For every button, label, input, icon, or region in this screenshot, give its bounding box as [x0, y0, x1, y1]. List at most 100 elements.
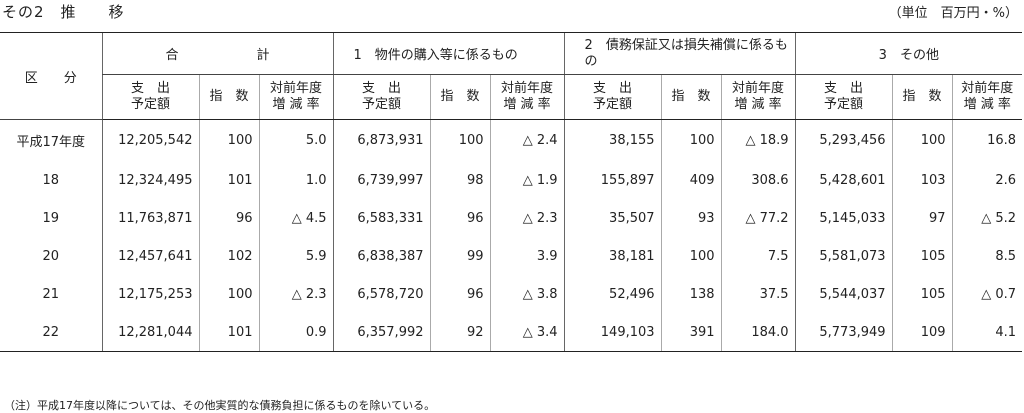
table-cell: △ 3.8: [489, 275, 565, 313]
table-cell: 391: [660, 313, 722, 352]
row-year: 21: [42, 286, 60, 302]
table-cell: 92: [429, 313, 491, 352]
table-cell: △ 2.3: [258, 275, 334, 313]
table-cell: 98: [429, 161, 491, 199]
table-cell: 155,897: [563, 161, 662, 199]
table-cell: 16.8: [951, 119, 1023, 161]
table-cell: 100: [891, 119, 953, 161]
table-cell: △ 3.4: [489, 313, 565, 352]
table-cell: 100: [660, 119, 722, 161]
table-cell: △ 18.9: [720, 119, 796, 161]
section-title: その2 推 移: [2, 3, 125, 21]
budget-transition-table: 区 分 合 計 1 物件の購入等に係るもの 2 債務保証又は損失補償に係るもの …: [0, 32, 1023, 352]
table-cell: 100: [198, 275, 259, 313]
header-group-other: 3 その他: [794, 32, 1023, 75]
table-cell: 6,873,931: [332, 119, 431, 161]
table-cell: 149,103: [563, 313, 662, 352]
table-cell: △ 77.2: [720, 199, 796, 237]
table-cell: 35,507: [563, 199, 662, 237]
table-cell: 2.6: [951, 161, 1023, 199]
table-cell: 100: [429, 119, 491, 161]
table-cell: 6,583,331: [332, 199, 431, 237]
header-amount: 支 出予定額: [563, 74, 662, 120]
row-year: 平成17年度: [16, 135, 86, 150]
table-cell: 5,544,037: [794, 275, 893, 313]
header-kubun: 区 分: [0, 32, 102, 120]
table-cell: 100: [660, 237, 722, 275]
table-cell: 5,773,949: [794, 313, 893, 352]
table-row: 21 12,175,253 100 △ 2.3 6,578,720 96 △ 3.8 52,4…: [0, 275, 1023, 313]
table-cell: 109: [891, 313, 953, 352]
table-cell: 11,763,871: [101, 199, 199, 237]
row-year: 22: [0, 313, 102, 352]
table-cell: 308.6: [720, 161, 796, 199]
header-group-purchase: 1 物件の購入等に係るもの: [332, 32, 565, 75]
table-cell: 96: [429, 275, 491, 313]
table-cell: 138: [660, 275, 722, 313]
table-cell: 93: [660, 199, 722, 237]
table-cell: 5.0: [258, 119, 334, 161]
table-cell: 102: [198, 237, 259, 275]
table-row: 平成17年度 12,205,542 100 5.0 6,873,931 100 △ 2.4 3…: [0, 119, 1023, 161]
row-year: 20: [42, 248, 60, 264]
table-cell: 1.0: [258, 161, 334, 199]
table-cell: 3.9: [489, 237, 565, 275]
header-index: 指 数: [429, 74, 491, 120]
header-amount: 支 出予定額: [794, 74, 893, 120]
header-group-total: 合 計: [101, 32, 334, 75]
header-group-guarantee: 2 債務保証又は損失補償に係るもの: [563, 32, 796, 75]
table-cell: 184.0: [720, 313, 796, 352]
footnote: （注）平成17年度以降については、その他実質的な債務負担に係るものを除いている。: [4, 399, 436, 412]
table-cell: 99: [429, 237, 491, 275]
table-cell: 6,739,997: [332, 161, 431, 199]
header-row-groups: 区 分 合 計 1 物件の購入等に係るもの 2 債務保証又は損失補償に係るもの …: [0, 32, 1023, 120]
table-cell: △ 0.7: [951, 275, 1023, 313]
table-cell: 0.9: [258, 313, 334, 352]
table-cell: 6,357,992: [332, 313, 431, 352]
table-cell: 7.5: [720, 237, 796, 275]
header-index: 指 数: [660, 74, 722, 120]
table-cell: 5,581,073: [794, 237, 893, 275]
header-rate: 対前年度増 減 率: [258, 74, 334, 120]
table-cell: 6,578,720: [332, 275, 431, 313]
table-cell: 12,281,044: [101, 313, 199, 352]
header-row-sub: 支 出予定額 指 数 対前年度増 減 率 支 出予定額 指 数 対前年度増 減 …: [0, 74, 1023, 120]
table-cell: 105: [891, 237, 953, 275]
table-cell: 103: [891, 161, 953, 199]
header-index: 指 数: [891, 74, 953, 120]
table-cell: 101: [198, 313, 259, 352]
table-cell: 5,293,456: [794, 119, 893, 161]
header-amount: 支 出予定額: [101, 74, 199, 120]
table-cell: 96: [198, 199, 259, 237]
header-rate: 対前年度増 減 率: [951, 74, 1023, 120]
header-amount: 支 出予定額: [332, 74, 431, 120]
table-cell: 52,496: [563, 275, 662, 313]
table-cell: 8.5: [951, 237, 1023, 275]
row-year: 18: [42, 172, 60, 188]
table-cell: 12,457,641: [101, 237, 199, 275]
table-cell: 37.5: [720, 275, 796, 313]
table-row: 19 11,763,871 96 △ 4.5 6,583,331 96 △ 2.3 35,50…: [0, 199, 1023, 237]
table-cell: 12,175,253: [101, 275, 199, 313]
table-cell: △ 1.9: [489, 161, 565, 199]
table-cell: △ 5.2: [951, 199, 1023, 237]
header-index: 指 数: [198, 74, 259, 120]
row-year: 19: [42, 210, 60, 226]
table-cell: 105: [891, 275, 953, 313]
unit-label: （単位 百万円・%）: [888, 6, 1018, 21]
table-cell: 6,838,387: [332, 237, 431, 275]
table-cell: 100: [198, 119, 259, 161]
table-cell: △ 4.5: [258, 199, 334, 237]
table-cell: 12,205,542: [101, 119, 199, 161]
header-rate: 対前年度増 減 率: [489, 74, 565, 120]
table-cell: △ 2.3: [489, 199, 565, 237]
header-rate: 対前年度増 減 率: [720, 74, 796, 120]
table-body: 平成17年度 12,205,542 100 5.0 6,873,931 100 △ 2.4 3…: [0, 119, 1023, 352]
table-row: 22 12,281,044 101 0.9 6,357,992 92 △ 3.4 149,10…: [0, 313, 1023, 352]
table-row: 20 12,457,641 102 5.9 6,838,387 99 3.9 38,181 10…: [0, 237, 1023, 275]
table-cell: 4.1: [951, 313, 1023, 352]
table-cell: 409: [660, 161, 722, 199]
table-cell: △ 2.4: [489, 119, 565, 161]
table-cell: 101: [198, 161, 259, 199]
table-cell: 5.9: [258, 237, 334, 275]
